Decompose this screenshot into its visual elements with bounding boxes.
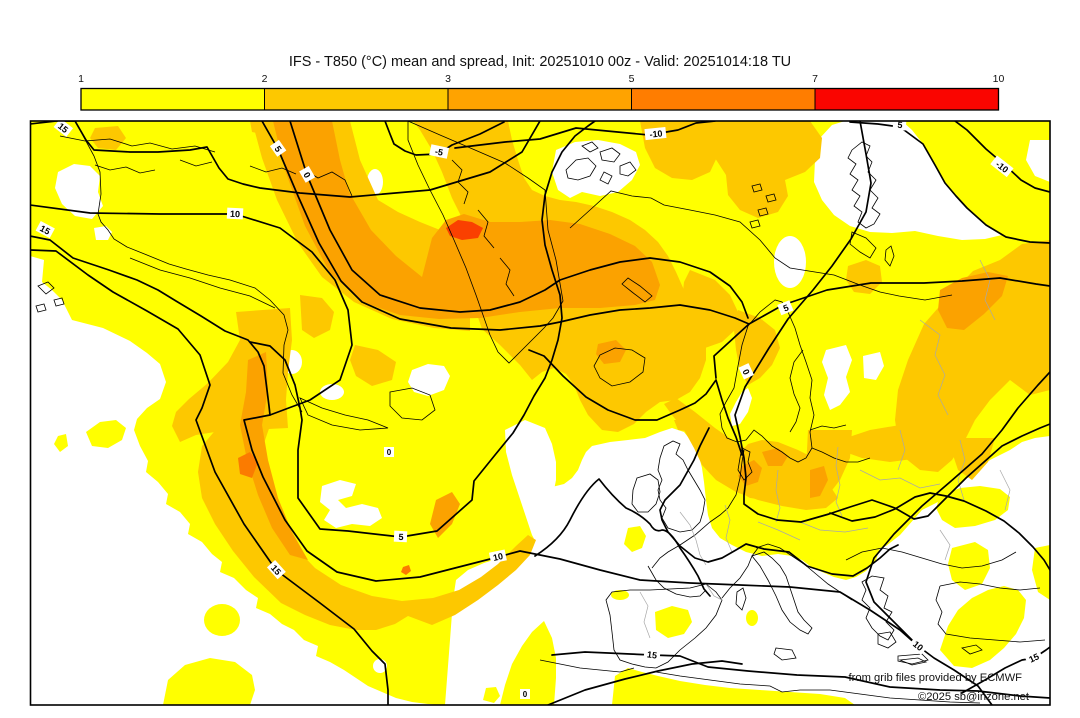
svg-text:©2025 sb@irizone.net: ©2025 sb@irizone.net <box>918 691 1030 703</box>
svg-text:0: 0 <box>740 368 751 377</box>
svg-text:5: 5 <box>398 532 404 542</box>
svg-text:0: 0 <box>523 690 528 699</box>
svg-text:15: 15 <box>1027 651 1040 664</box>
svg-text:1: 1 <box>78 73 84 85</box>
svg-text:10: 10 <box>230 209 241 220</box>
svg-text:5: 5 <box>272 144 283 154</box>
svg-text:5: 5 <box>897 120 903 130</box>
svg-text:0: 0 <box>301 170 312 179</box>
svg-text:10: 10 <box>993 73 1005 85</box>
svg-text:from grib files provided by EC: from grib files provided by ECMWF <box>849 672 1023 684</box>
svg-text:0: 0 <box>387 448 392 457</box>
svg-text:3: 3 <box>445 73 451 85</box>
svg-text:7: 7 <box>812 73 818 85</box>
svg-text:10: 10 <box>911 639 925 653</box>
svg-text:15: 15 <box>56 121 70 135</box>
svg-text:-10: -10 <box>649 128 663 139</box>
svg-text:10: 10 <box>492 551 504 563</box>
svg-text:15: 15 <box>38 223 52 237</box>
svg-text:15: 15 <box>646 649 657 660</box>
svg-text:5: 5 <box>629 73 635 85</box>
svg-text:15: 15 <box>269 563 283 577</box>
svg-text:IFS - T850 (°C) mean and sprea: IFS - T850 (°C) mean and spread, Init: 2… <box>289 54 791 70</box>
svg-text:-5: -5 <box>434 146 444 157</box>
svg-text:2: 2 <box>262 73 268 85</box>
svg-text:5: 5 <box>782 302 790 313</box>
